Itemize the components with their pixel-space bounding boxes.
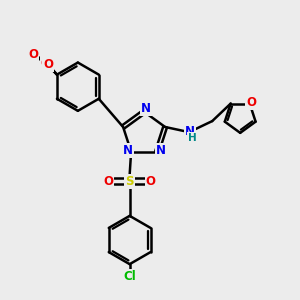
Text: O: O <box>43 58 53 71</box>
Text: O: O <box>246 96 256 109</box>
Text: Cl: Cl <box>123 270 136 283</box>
Text: N: N <box>156 144 166 157</box>
Text: O: O <box>41 57 51 70</box>
Text: N: N <box>123 144 133 157</box>
Text: S: S <box>125 175 134 188</box>
Text: H: H <box>188 133 197 143</box>
Text: N: N <box>141 102 151 115</box>
Text: O: O <box>146 175 156 188</box>
Text: N: N <box>185 125 195 138</box>
Text: O: O <box>103 175 113 188</box>
Text: O: O <box>28 48 38 61</box>
